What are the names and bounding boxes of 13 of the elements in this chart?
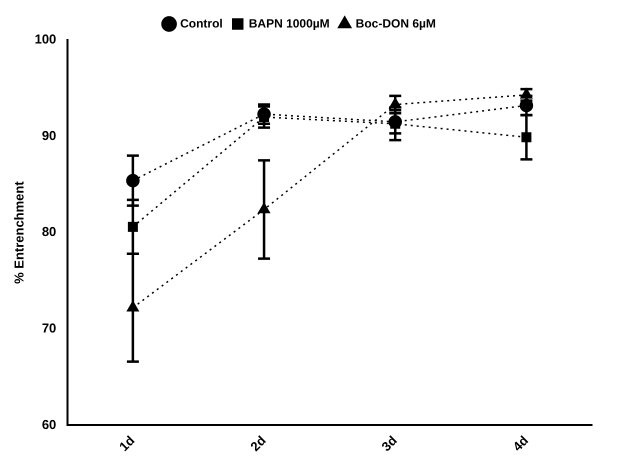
x-tick-label: 3d bbox=[378, 432, 400, 454]
y-tick-label: 80 bbox=[42, 224, 56, 240]
legend-label: Boc-DON 6µM bbox=[356, 16, 436, 30]
y-tick-label: 60 bbox=[42, 416, 56, 432]
legend-label: Control bbox=[180, 16, 223, 30]
y-axis-title: % Entrenchment bbox=[11, 180, 26, 284]
legend-label: BAPN 1000µM bbox=[248, 16, 330, 30]
x-tick-label: 4d bbox=[510, 432, 532, 454]
x-tick-label: 2d bbox=[247, 432, 269, 454]
y-tick-label: 90 bbox=[42, 128, 56, 143]
y-tick-label: 100 bbox=[34, 32, 56, 47]
y-tick-label: 70 bbox=[42, 320, 56, 336]
x-tick-label: 1d bbox=[116, 432, 138, 454]
